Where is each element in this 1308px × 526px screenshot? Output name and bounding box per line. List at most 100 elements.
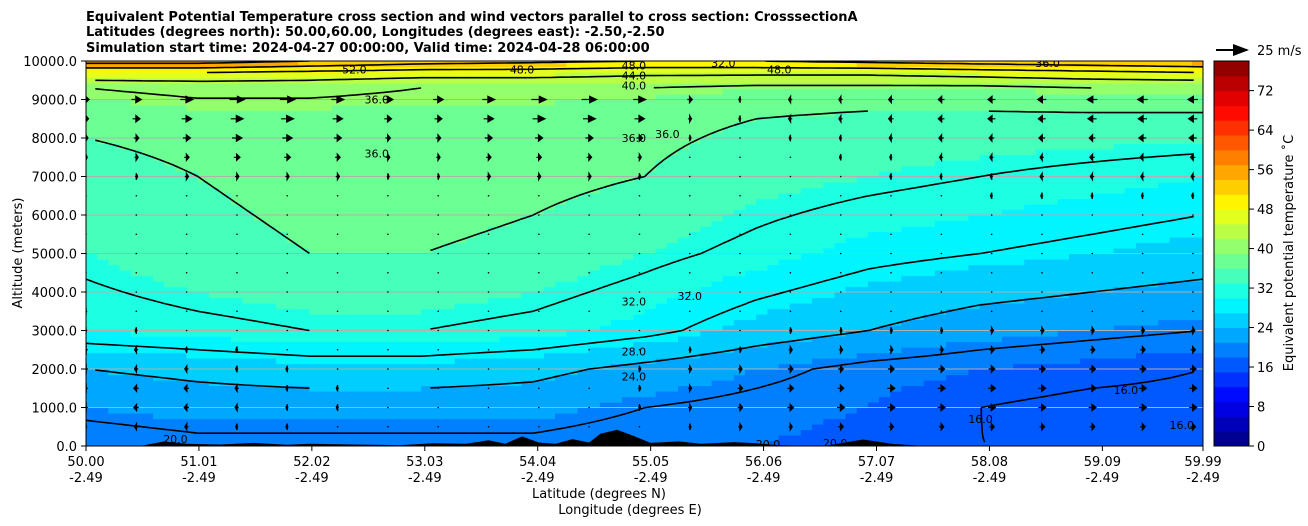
shade-cell [666, 226, 679, 233]
shade-cell [376, 88, 389, 95]
shade-cell [610, 259, 623, 266]
shade-cell [789, 143, 802, 150]
shade-cell [208, 176, 221, 183]
shade-cell [644, 248, 657, 255]
shade-cell [767, 435, 780, 442]
shade-cell [566, 242, 579, 249]
shade-cell [208, 116, 221, 123]
shade-cell [644, 270, 657, 277]
shade-cell [97, 231, 109, 238]
shade-cell [599, 171, 612, 178]
shade-cell [521, 292, 534, 299]
shade-cell [141, 176, 154, 183]
shade-cell [711, 402, 724, 409]
shade-cell [599, 226, 612, 233]
shade-cell [287, 160, 299, 167]
shade-cell [666, 176, 679, 183]
shade-cell [432, 127, 445, 134]
shade-cell [722, 374, 735, 381]
shade-cell [454, 193, 467, 200]
shade-cell [186, 209, 199, 216]
shade-cell [812, 347, 824, 354]
shade-cell [376, 182, 389, 189]
shade-cell [331, 358, 344, 365]
shade-cell [588, 369, 601, 376]
shade-cell [320, 72, 333, 79]
shade-cell [733, 160, 746, 167]
shade-cell [264, 242, 277, 249]
shade-cell [454, 270, 467, 277]
shade-cell [208, 402, 221, 409]
shade-cell [354, 182, 366, 189]
shade-cell [867, 193, 880, 200]
shade-cell [689, 160, 701, 167]
shade-cell [376, 116, 389, 123]
shade-cell [655, 435, 668, 442]
shade-cell [499, 187, 512, 194]
shade-cell [253, 220, 266, 227]
shade-cell [108, 303, 121, 310]
shade-cell [309, 171, 322, 178]
shade-cell [879, 330, 891, 337]
shade-cell [275, 143, 288, 150]
shade-cell [510, 325, 523, 332]
shade-cell [208, 66, 221, 73]
shade-cell [555, 352, 567, 359]
shade-cell [666, 281, 679, 288]
shade-cell [387, 385, 400, 392]
shade-cell [454, 281, 467, 288]
shade-cell [655, 391, 668, 398]
shade-cell [119, 121, 132, 128]
shade-cell [275, 303, 288, 310]
shade-cell [365, 226, 378, 233]
shade-cell [197, 281, 210, 288]
shade-cell [856, 374, 869, 381]
shade-cell [320, 198, 333, 205]
shade-cell [845, 413, 858, 420]
shade-cell [856, 226, 869, 233]
shade-cell [622, 402, 634, 409]
shade-cell [655, 248, 668, 255]
shade-cell [555, 380, 567, 387]
shade-cell [86, 99, 98, 106]
shade-cell [588, 347, 601, 354]
shade-cell [733, 396, 746, 403]
shade-cell [309, 105, 322, 112]
shade-cell [141, 336, 154, 343]
shade-cell [711, 176, 724, 183]
shade-cell [298, 149, 310, 156]
shade-cell [800, 270, 813, 277]
shade-cell [242, 226, 255, 233]
shade-cell [476, 418, 489, 425]
shade-cell [298, 424, 310, 431]
shade-cell [264, 341, 277, 348]
shade-cell [342, 440, 355, 446]
shade-cell [476, 402, 489, 409]
shade-cell [756, 204, 768, 211]
shade-cell [465, 132, 478, 139]
shade-cell [510, 341, 523, 348]
shade-cell [778, 369, 791, 376]
shade-cell [231, 121, 243, 128]
shade-cell [97, 132, 109, 139]
shade-cell [186, 204, 199, 211]
shade-cell [666, 303, 679, 310]
shade-cell [465, 220, 478, 227]
shade-cell [666, 385, 679, 392]
shade-cell [476, 347, 489, 354]
shade-cell [633, 110, 646, 117]
shade-cell [197, 380, 210, 387]
shade-cell [823, 264, 835, 271]
shade-cell [678, 292, 690, 299]
shade-cell [733, 314, 746, 321]
shade-cell [722, 149, 735, 156]
shade-cell [499, 358, 512, 365]
shade-cell [700, 374, 713, 381]
shade-cell [275, 149, 288, 156]
shade-cell [678, 127, 690, 134]
shade-cell [789, 248, 802, 255]
shade-cell [141, 66, 154, 73]
shade-cell [298, 132, 310, 139]
shade-cell [577, 259, 590, 266]
shade-cell [287, 440, 299, 446]
